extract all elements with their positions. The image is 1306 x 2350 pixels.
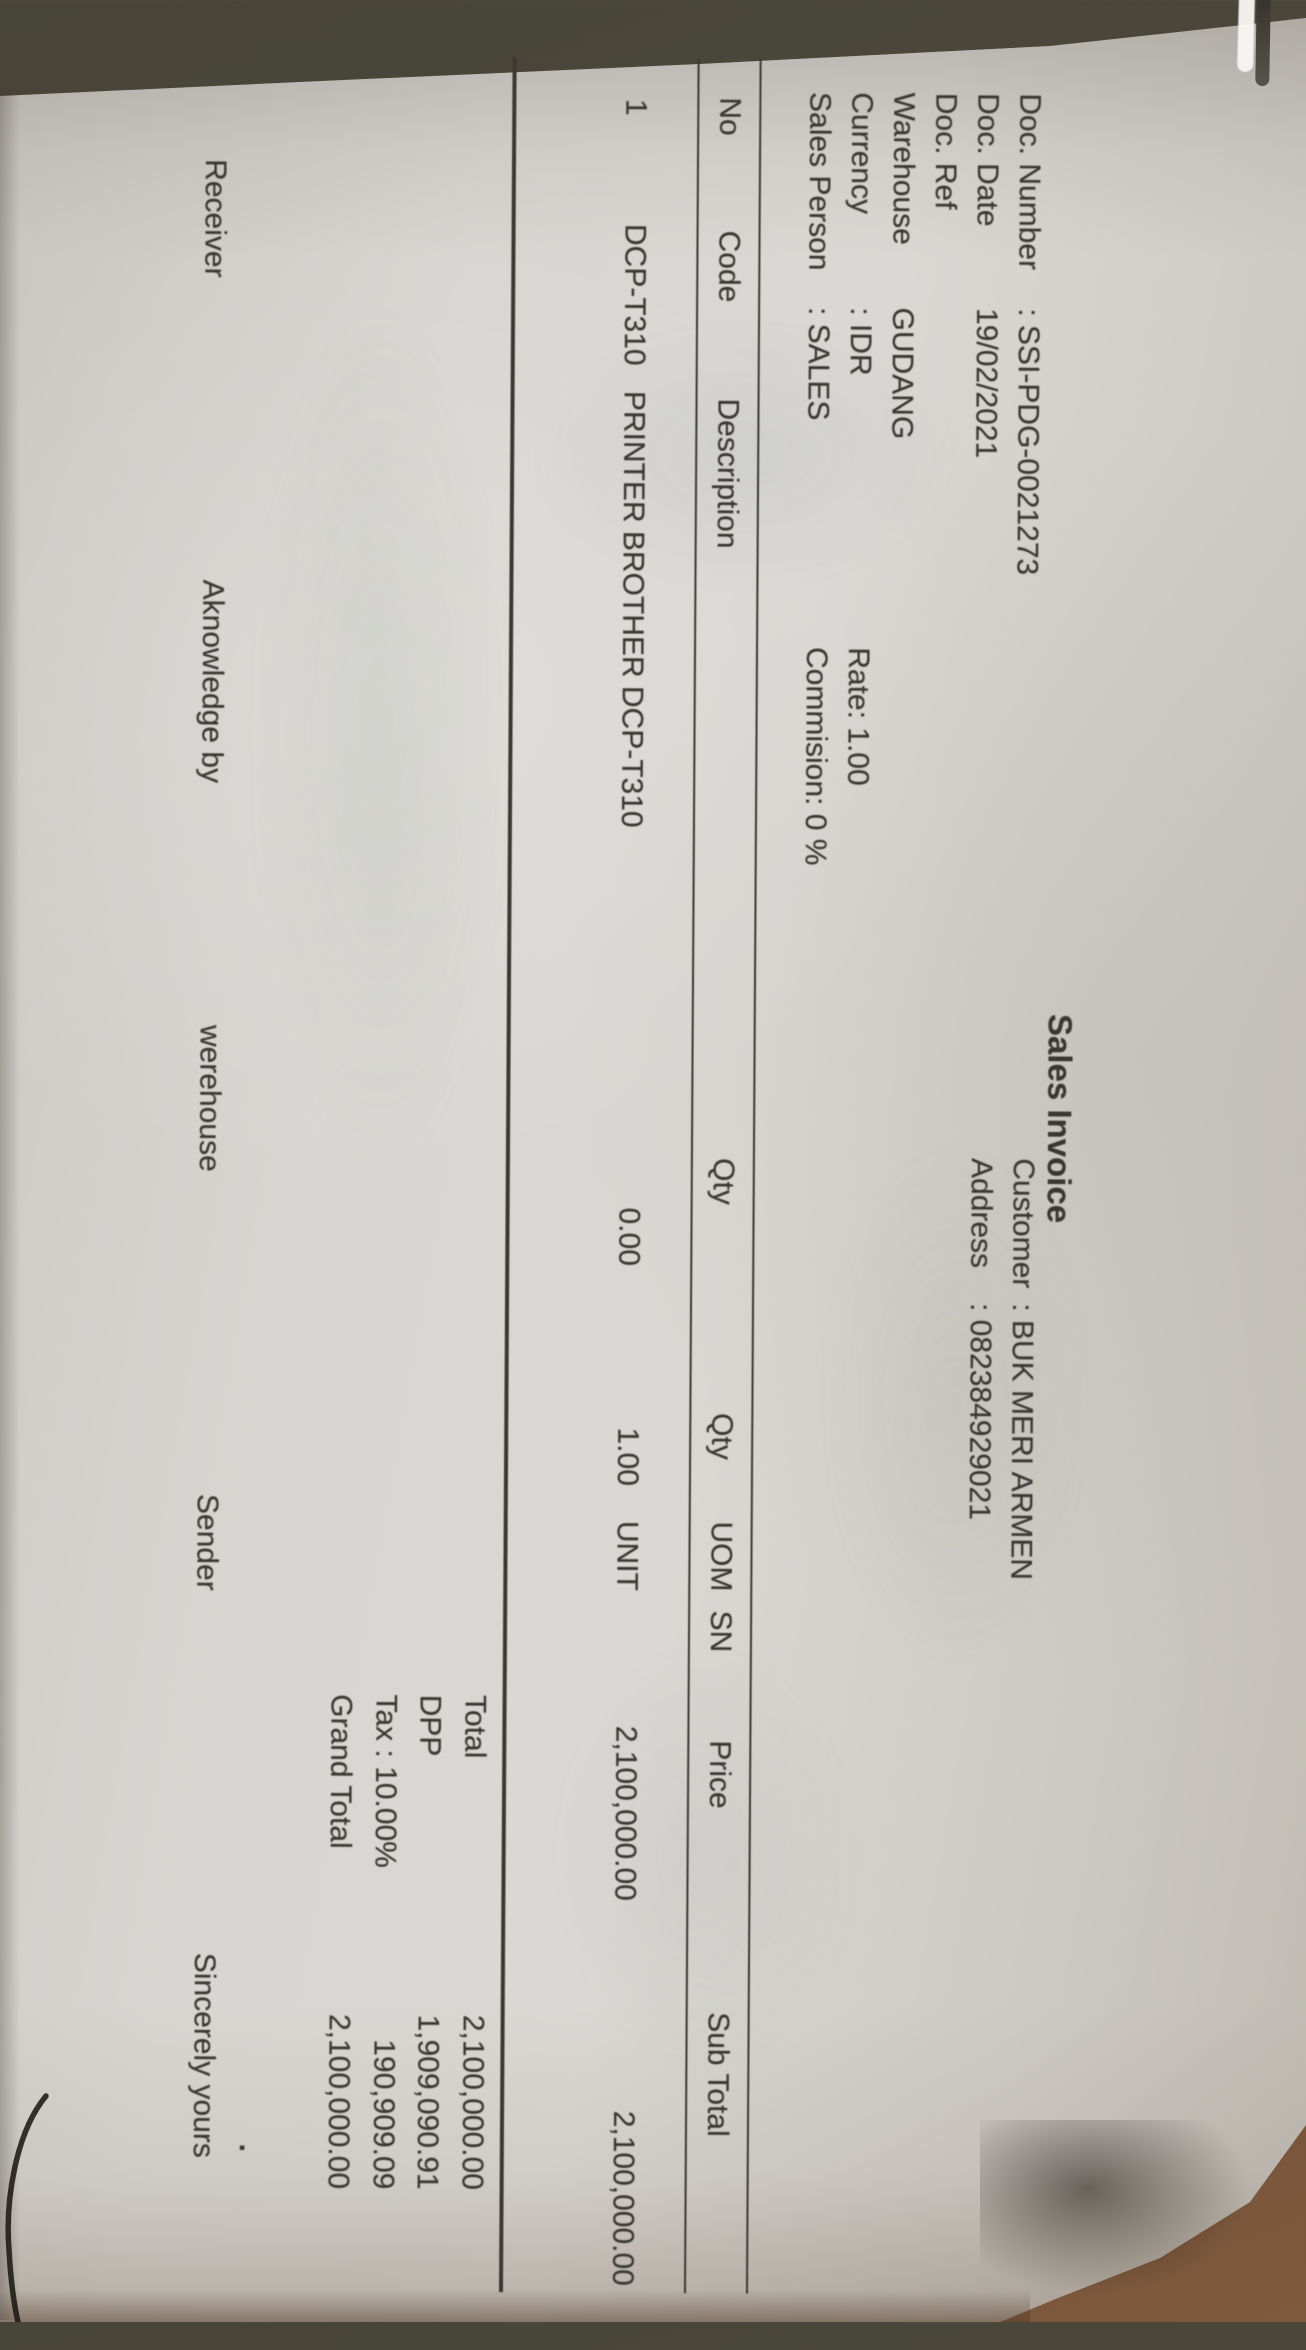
col-header-description: Description [709,398,746,548]
col-header-uom: UOM [702,1521,738,1591]
row-uom: UNIT [608,1521,644,1591]
doc-ref-row: Doc. Ref [926,93,963,308]
table-top-rule [746,59,762,2294]
customer-value: : BUK MERI ARMEN [1002,1303,1040,1580]
row-qty1: 0.00 [610,1146,647,1266]
dpp-value: 1,909,090.91 [409,2014,446,2189]
sales-person-label: Sales Person [800,92,837,307]
total-value: 2,100,000.00 [454,2015,491,2190]
row-sub-total: 2,100,000.00 [604,2061,641,2286]
col-header-sn: SN [702,1611,738,1653]
currency-value: : IDR [842,307,878,376]
sales-person-value: : SALES [799,307,836,421]
signature-sincerely-yours: Sincerely yours [185,1953,222,2158]
col-header-no: No [711,97,747,136]
customer-label: Customer [1004,1158,1041,1303]
signature-acknowledge-by: Aknowledge by [193,580,230,784]
currency-label: Currency [842,92,879,307]
currency-row: Currency : IDR Rate: 1.00 [842,92,880,376]
dpp-label: DPP [411,1695,447,1757]
sales-person-row: Sales Person : SALES Commision: 0 % [799,92,837,421]
total-label: Total [456,1695,492,1759]
doc-date-value: 19/02/2021 [967,308,1004,458]
table-header-rule [684,58,700,2293]
grand-total-label: Grand Total [322,1694,359,1849]
tax-value: 190,909.09 [365,2039,402,2189]
grand-total-row: Grand Total 2,100,000.00 [320,1694,359,2189]
signature-warehouse: werehouse [191,1025,228,1172]
doc-number-label: Doc. Number [1010,93,1047,308]
doc-number-row: Doc. Number : SSI-PDG-0021273 [1008,93,1047,575]
warehouse-row: Warehouse GUDANG [883,92,921,439]
dpp-row: DPP 1,909,090.91 [409,1695,448,2190]
table-bottom-rule [499,57,517,2292]
signature-sender: Sender [188,1494,225,1591]
signature-receiver: Receiver [196,159,233,278]
address-row: Address : 082384929021 [961,1158,999,1520]
doc-ref-label: Doc. Ref [926,93,963,308]
currency-rate: Rate: 1.00 [839,647,876,786]
row-qty2: 1.00 [609,1366,646,1486]
warehouse-value: GUDANG [883,307,920,439]
col-header-qty1: Qty [705,1158,741,1205]
row-code: DCP-T310 [616,224,653,366]
row-description: PRINTER BROTHER DCP-T310 [613,391,652,828]
customer-row: Customer : BUK MERI ARMEN [1002,1158,1041,1580]
row-no: 1 [617,99,653,116]
stray-dot-mark: . [231,2143,267,2152]
doc-date-row: Doc. Date 19/02/2021 [967,93,1005,458]
row-price: 2,100,000.00 [606,1676,643,1901]
commission-value: Commision: 0 % [797,647,834,866]
warehouse-label: Warehouse [884,92,921,307]
tax-row: Tax : 10.00% 190,909.09 [365,1694,404,2189]
doc-number-value: : SSI-PDG-0021273 [1008,308,1046,575]
total-row: Total 2,100,000.00 [454,1695,493,2190]
address-value: : 082384929021 [961,1303,998,1520]
doc-date-label: Doc. Date [968,93,1005,308]
col-header-code: Code [710,231,746,303]
col-header-price: Price [701,1740,737,1809]
col-header-qty2: Qty [703,1413,739,1460]
col-header-sub-total: Sub Total [699,2012,736,2137]
grand-total-value: 2,100,000.00 [320,2014,357,2189]
address-label: Address [962,1158,999,1303]
tax-label: Tax : 10.00% [367,1694,404,1868]
